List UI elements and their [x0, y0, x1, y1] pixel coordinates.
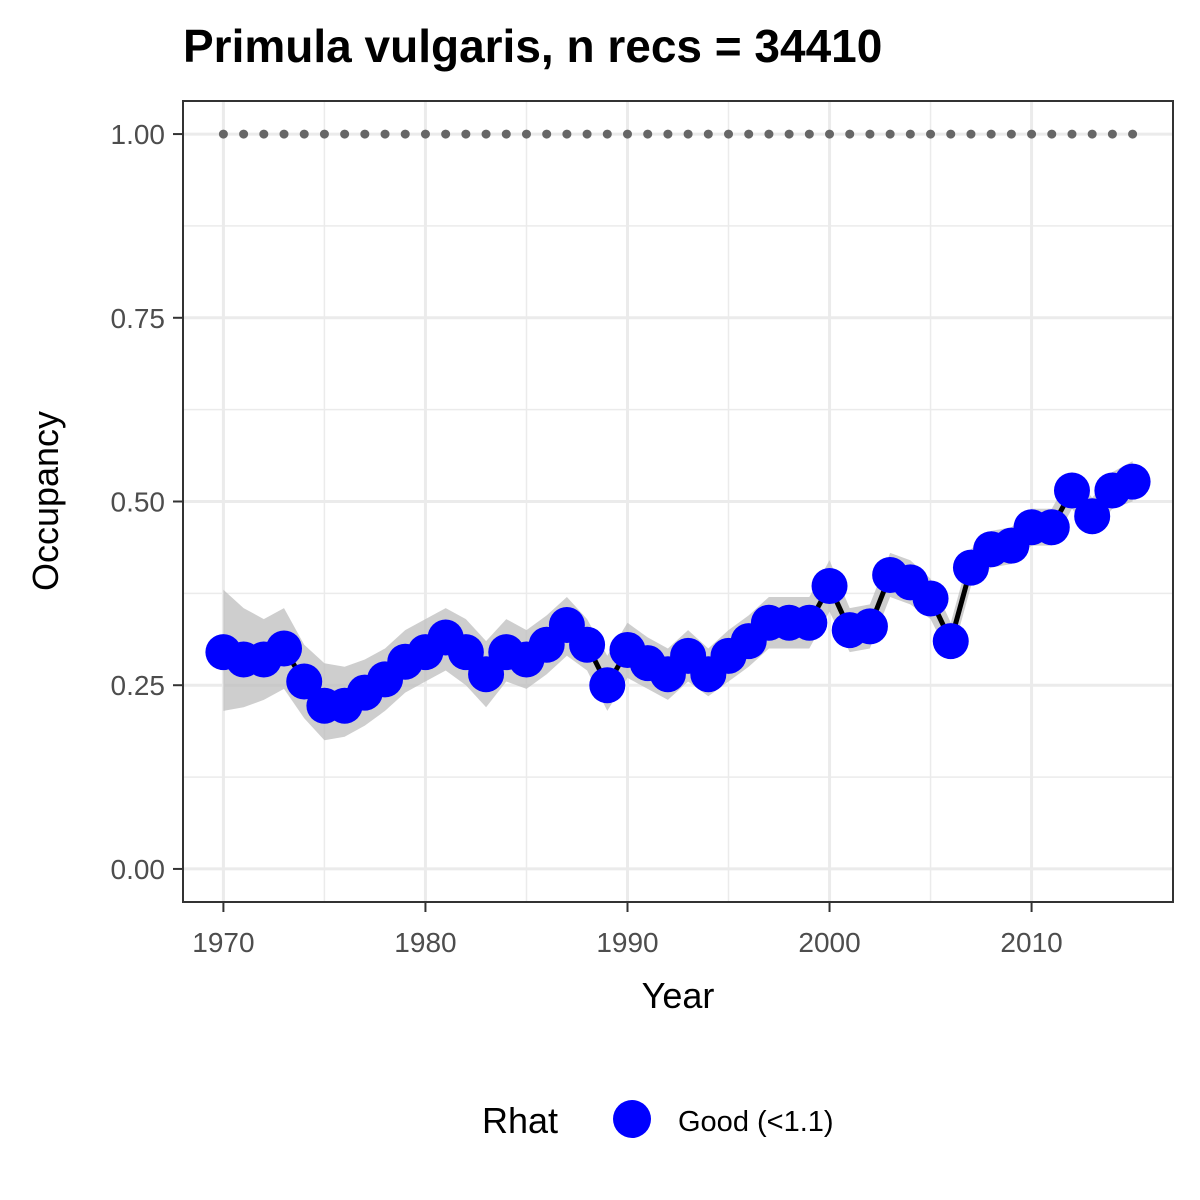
reference-dot: [299, 129, 309, 139]
x-tick-label: 1970: [192, 927, 254, 958]
data-point: [791, 604, 828, 641]
y-tick-label: 0.00: [111, 854, 166, 885]
reference-dot: [946, 129, 956, 139]
data-point: [912, 580, 949, 617]
reference-dot: [501, 129, 511, 139]
reference-dot: [1087, 129, 1097, 139]
data-point: [1033, 509, 1070, 546]
data-point: [932, 623, 969, 660]
reference-dot: [542, 129, 552, 139]
reference-dot: [1027, 129, 1037, 139]
reference-dot: [420, 129, 430, 139]
data-point: [266, 630, 303, 667]
y-tick-label: 0.75: [111, 303, 166, 334]
reference-dot: [784, 129, 794, 139]
x-axis: 1970 1980 1990 2000 2010: [192, 902, 1063, 958]
reference-dot: [966, 129, 976, 139]
reference-dot: [562, 129, 572, 139]
reference-dot: [239, 129, 249, 139]
data-point: [286, 663, 323, 700]
reference-dot: [481, 129, 491, 139]
data-point: [569, 626, 606, 663]
reference-dot: [1107, 129, 1117, 139]
reference-dot: [986, 129, 996, 139]
reference-dot: [340, 129, 350, 139]
reference-dot: [1047, 129, 1057, 139]
x-tick-label: 2000: [798, 927, 860, 958]
reference-dot: [703, 129, 713, 139]
y-axis: 0.00 0.25 0.50 0.75 1.00: [111, 119, 183, 885]
data-point: [589, 667, 626, 704]
reference-dot: [804, 129, 814, 139]
reference-dot: [825, 129, 835, 139]
reference-dot: [602, 129, 612, 139]
reference-dot: [441, 129, 451, 139]
y-tick-label: 0.50: [111, 487, 166, 518]
data-point: [1114, 463, 1151, 500]
y-tick-label: 0.25: [111, 670, 166, 701]
reference-dot: [360, 129, 370, 139]
legend-label-good: Good (<1.1): [678, 1106, 834, 1138]
legend: Rhat Good (<1.1): [482, 1100, 834, 1141]
reference-dot: [582, 129, 592, 139]
legend-key-good: [613, 1100, 651, 1138]
x-tick-label: 1990: [596, 927, 658, 958]
reference-line: [218, 129, 1138, 139]
reference-dot: [259, 129, 269, 139]
reference-dot: [279, 129, 289, 139]
reference-dot: [1006, 129, 1016, 139]
reference-dot: [905, 129, 915, 139]
x-tick-label: 1980: [394, 927, 456, 958]
data-point: [851, 608, 888, 645]
reference-dot: [218, 129, 228, 139]
occupancy-points: [205, 463, 1151, 724]
reference-dot: [1128, 129, 1138, 139]
y-tick-label: 1.00: [111, 119, 166, 150]
reference-dot: [400, 129, 410, 139]
reference-dot: [683, 129, 693, 139]
reference-dot: [663, 129, 673, 139]
confidence-ribbon: [223, 461, 1133, 741]
y-axis-title: Occupancy: [25, 411, 66, 591]
reference-dot: [865, 129, 875, 139]
chart-title: Primula vulgaris, n recs = 34410: [183, 20, 882, 72]
data-point: [1053, 472, 1090, 509]
reference-dot: [461, 129, 471, 139]
reference-dot: [885, 129, 895, 139]
reference-dot: [319, 129, 329, 139]
reference-dot: [724, 129, 734, 139]
reference-dot: [643, 129, 653, 139]
reference-dot: [622, 129, 632, 139]
x-tick-label: 2010: [1000, 927, 1062, 958]
reference-dot: [380, 129, 390, 139]
reference-dot: [521, 129, 531, 139]
reference-dot: [744, 129, 754, 139]
reference-dot: [764, 129, 774, 139]
reference-dot: [926, 129, 936, 139]
reference-dot: [845, 129, 855, 139]
data-point: [811, 568, 848, 605]
legend-title: Rhat: [482, 1100, 558, 1141]
x-axis-title: Year: [642, 975, 715, 1016]
reference-dot: [1067, 129, 1077, 139]
data-point: [1074, 498, 1111, 535]
